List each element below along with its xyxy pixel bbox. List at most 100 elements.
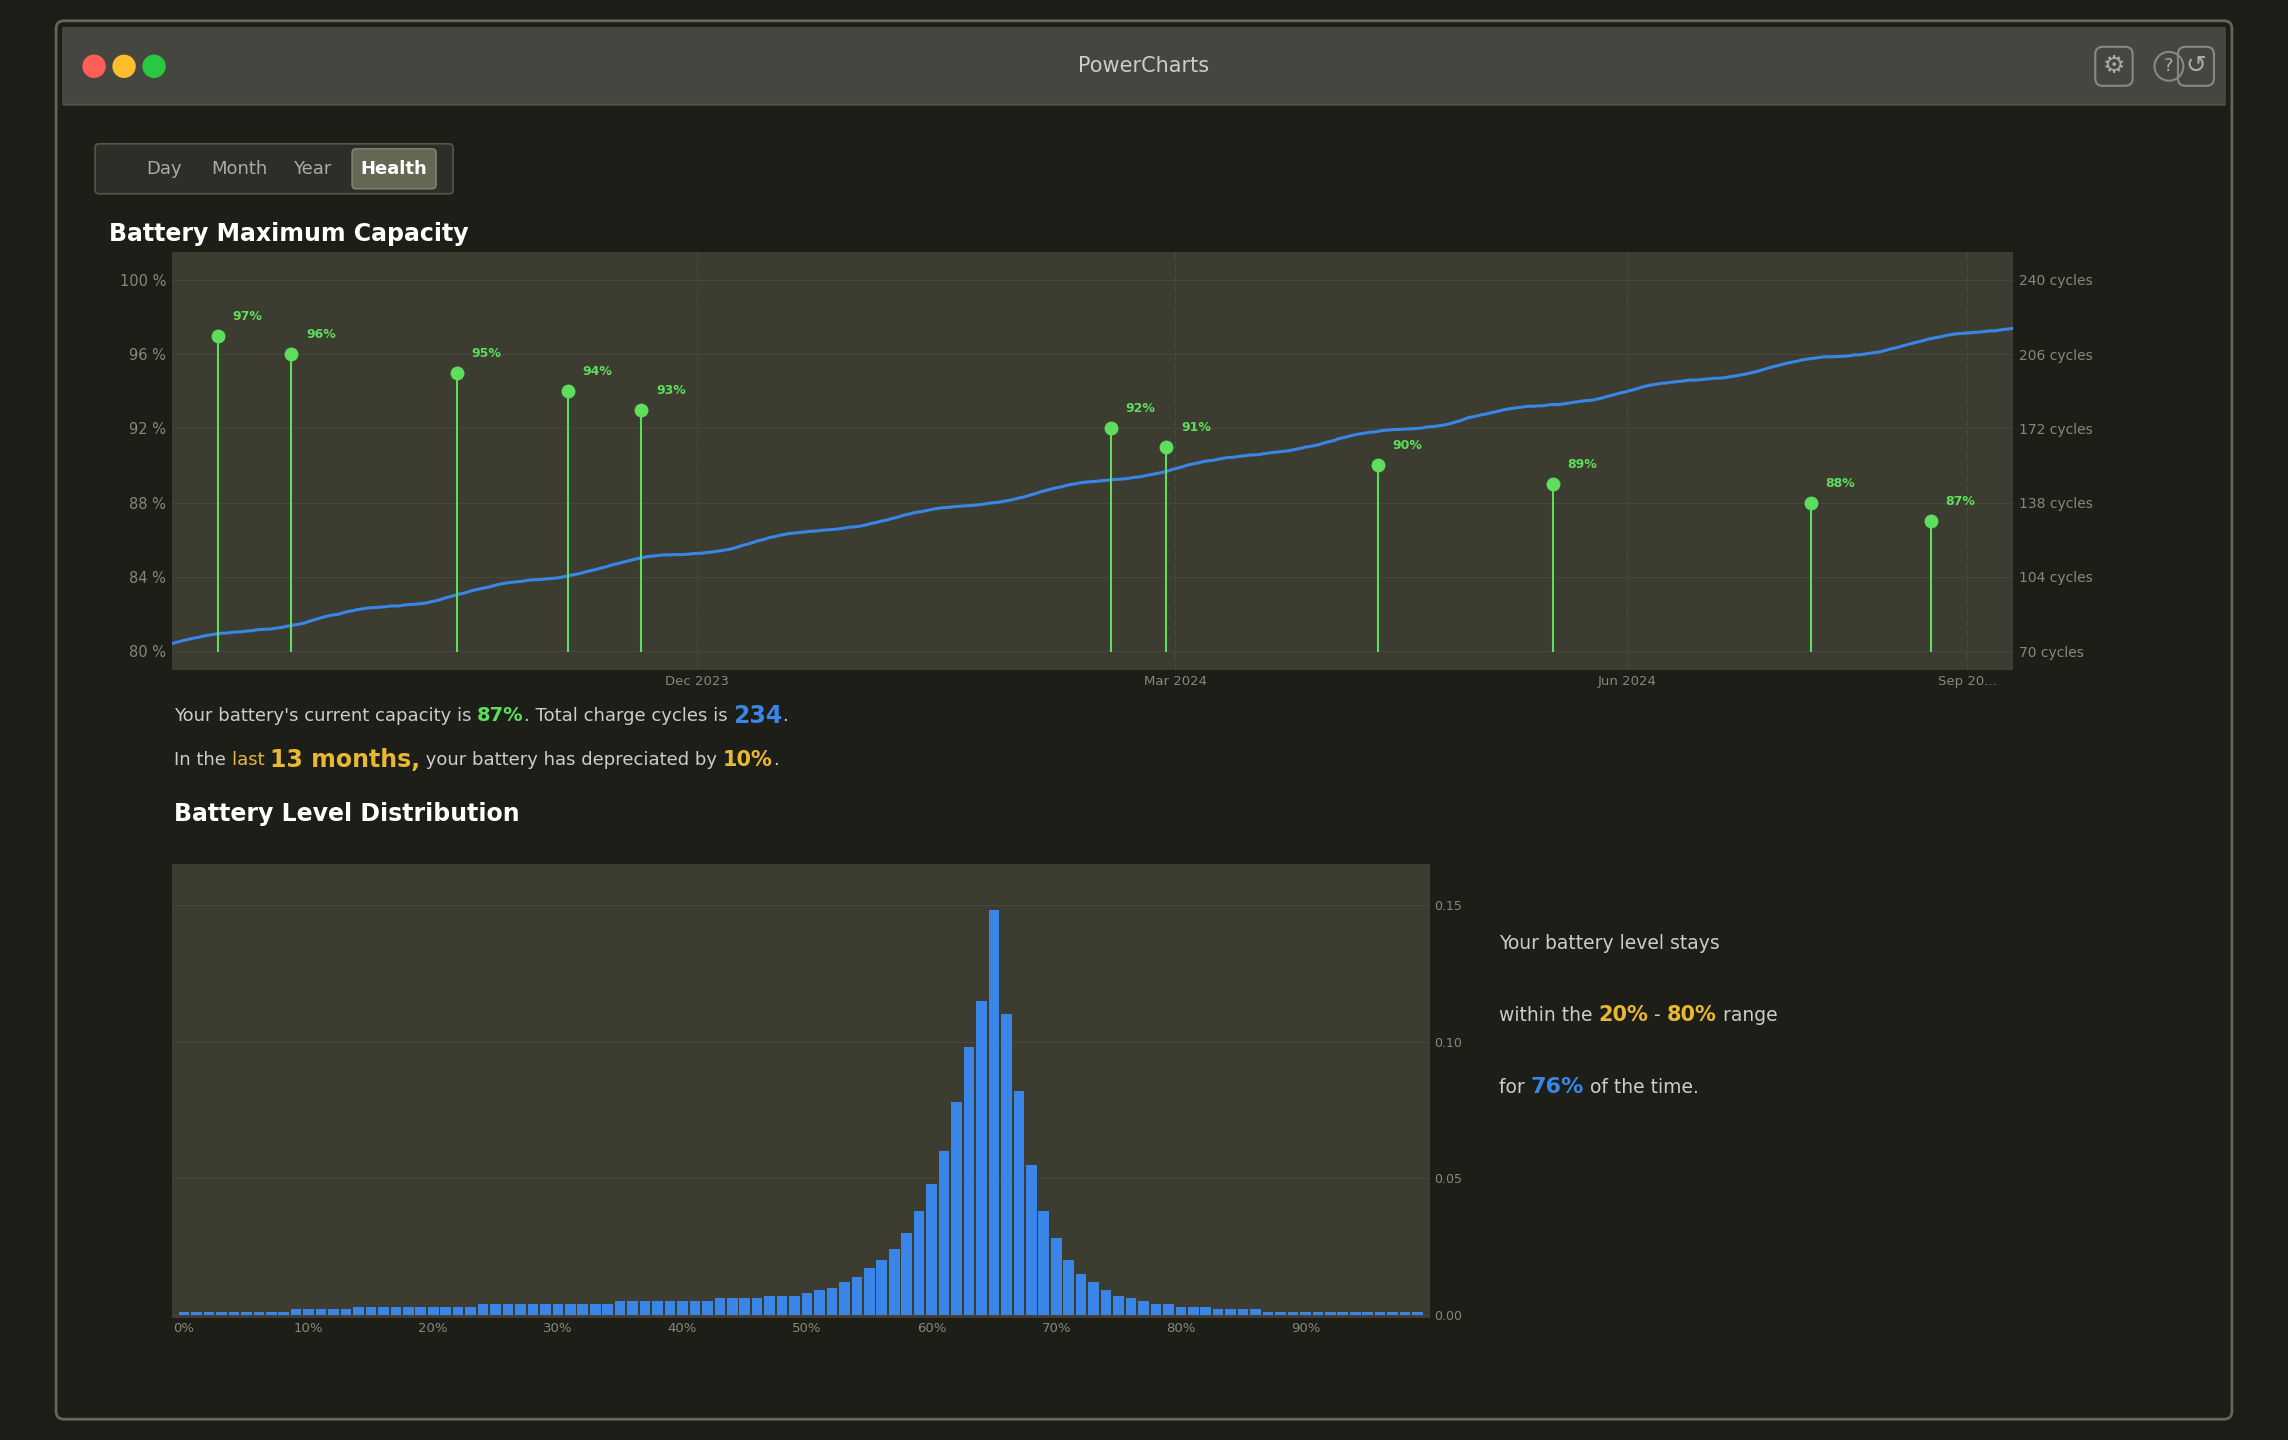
Bar	[540, 1305, 551, 1315]
Bar	[677, 1302, 689, 1315]
Bar	[753, 1299, 762, 1315]
Circle shape	[112, 55, 135, 78]
Bar	[789, 1296, 801, 1315]
Text: 97%: 97%	[233, 310, 263, 323]
Text: 95%: 95%	[471, 347, 501, 360]
Bar	[702, 1302, 712, 1315]
Text: 94%: 94%	[583, 366, 613, 379]
Bar	[938, 1151, 950, 1315]
Text: -: -	[1647, 1005, 1666, 1025]
Bar	[1039, 1211, 1050, 1315]
Bar	[739, 1299, 750, 1315]
Bar	[1412, 1312, 1423, 1315]
Text: ?: ?	[2164, 58, 2174, 75]
Bar	[577, 1305, 588, 1315]
Bar	[1151, 1305, 1162, 1315]
Bar	[1213, 1309, 1224, 1315]
Text: Day: Day	[146, 160, 181, 177]
Bar	[229, 1312, 240, 1315]
Text: Month: Month	[210, 160, 268, 177]
Bar	[1075, 1274, 1087, 1315]
Bar	[316, 1309, 327, 1315]
Bar	[1338, 1312, 1348, 1315]
Bar	[1002, 1014, 1011, 1315]
Text: Year: Year	[293, 160, 332, 177]
Bar	[913, 1211, 924, 1315]
Bar	[865, 1269, 874, 1315]
Bar	[240, 1312, 252, 1315]
Bar	[503, 1305, 513, 1315]
Bar	[279, 1312, 288, 1315]
Text: 92%: 92%	[1126, 402, 1155, 415]
Bar	[627, 1302, 638, 1315]
Bar	[366, 1306, 375, 1315]
Bar	[927, 1184, 936, 1315]
Text: 90%: 90%	[1393, 439, 1423, 452]
Bar	[341, 1309, 352, 1315]
Bar	[1375, 1312, 1387, 1315]
Bar	[728, 1299, 737, 1315]
Bar	[1126, 1299, 1137, 1315]
Bar	[1014, 1092, 1025, 1315]
Bar	[851, 1277, 863, 1315]
Text: 87%: 87%	[1945, 495, 1975, 508]
Bar	[641, 1302, 650, 1315]
Bar	[652, 1302, 664, 1315]
Bar	[464, 1306, 476, 1315]
Bar	[1025, 1165, 1036, 1315]
FancyBboxPatch shape	[96, 144, 453, 194]
Text: .: .	[773, 752, 778, 769]
Bar	[478, 1305, 487, 1315]
Text: of the time.: of the time.	[1583, 1077, 1698, 1097]
Text: 76%: 76%	[1531, 1077, 1583, 1097]
Bar	[416, 1306, 426, 1315]
Bar	[1226, 1309, 1236, 1315]
Bar	[378, 1306, 389, 1315]
Bar	[602, 1305, 613, 1315]
Text: Health: Health	[362, 160, 428, 177]
Bar	[391, 1306, 400, 1315]
Bar	[801, 1293, 812, 1315]
Text: ⚙: ⚙	[2103, 55, 2126, 78]
Bar	[1201, 1306, 1210, 1315]
Bar	[265, 1312, 277, 1315]
Text: 88%: 88%	[1826, 477, 1856, 490]
Text: 96%: 96%	[307, 328, 336, 341]
Text: Your battery level stays: Your battery level stays	[1499, 933, 1718, 953]
Bar	[215, 1312, 227, 1315]
Bar	[1300, 1312, 1311, 1315]
Bar	[615, 1302, 625, 1315]
Text: your battery has depreciated by: your battery has depreciated by	[421, 752, 723, 769]
Text: Your battery's current capacity is: Your battery's current capacity is	[174, 707, 478, 724]
Bar	[963, 1047, 975, 1315]
Bar	[901, 1233, 913, 1315]
Bar	[304, 1309, 313, 1315]
Bar	[952, 1102, 961, 1315]
Bar	[1249, 1309, 1261, 1315]
Bar	[565, 1305, 577, 1315]
Bar	[178, 1312, 190, 1315]
Bar	[988, 910, 1000, 1315]
Text: last: last	[231, 752, 270, 769]
Bar	[826, 1287, 837, 1315]
Bar	[1064, 1260, 1073, 1315]
Text: 89%: 89%	[1567, 458, 1597, 471]
Text: PowerCharts: PowerCharts	[1078, 56, 1210, 76]
Bar	[815, 1290, 824, 1315]
Text: In the: In the	[174, 752, 231, 769]
Bar	[1187, 1306, 1199, 1315]
Bar	[254, 1312, 263, 1315]
Bar	[840, 1282, 849, 1315]
Circle shape	[144, 55, 165, 78]
FancyBboxPatch shape	[352, 148, 437, 189]
Bar	[1238, 1309, 1249, 1315]
FancyBboxPatch shape	[62, 27, 2226, 105]
Bar	[352, 1306, 364, 1315]
Text: for: for	[1499, 1077, 1531, 1097]
Bar	[1263, 1312, 1274, 1315]
Bar	[689, 1302, 700, 1315]
Bar	[1101, 1290, 1112, 1315]
Bar	[327, 1309, 339, 1315]
Bar	[529, 1305, 538, 1315]
Text: Battery Maximum Capacity: Battery Maximum Capacity	[110, 222, 469, 246]
